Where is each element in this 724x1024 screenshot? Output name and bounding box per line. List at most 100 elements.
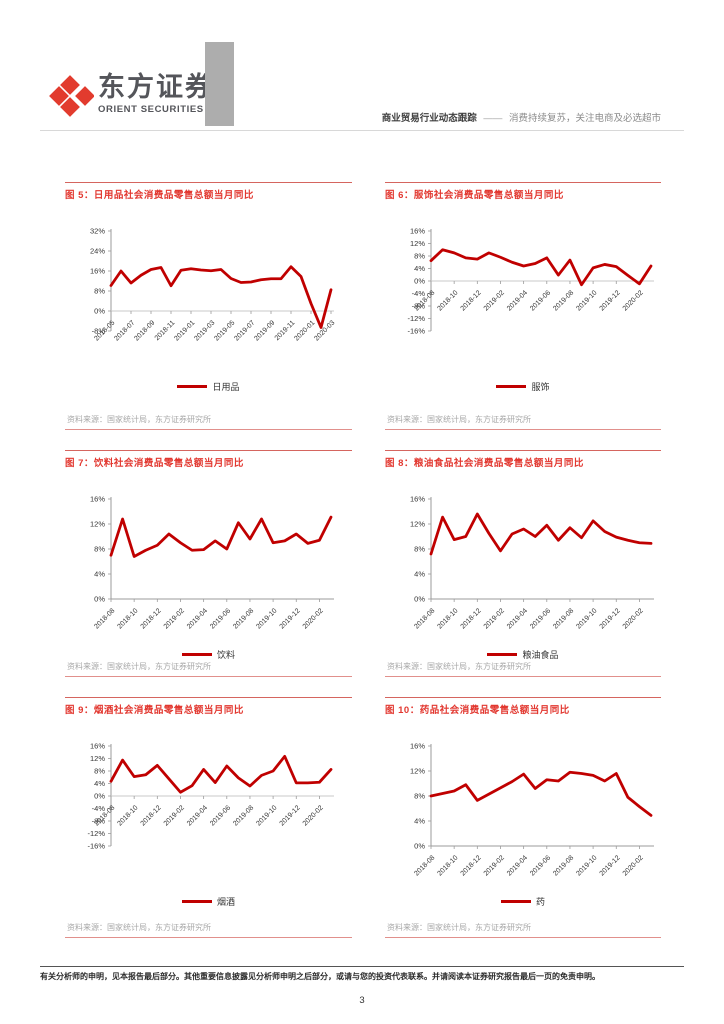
figure-10: 图 10：药品社会消费品零售总额当月同比 16% 12% 8% 4% 0% 2018-08…	[385, 697, 661, 938]
legend-line-swatch	[487, 653, 518, 656]
svg-text:2020-02: 2020-02	[622, 854, 645, 877]
report-subtitle: 消费持续复苏，关注电商及必选超市	[508, 113, 661, 124]
svg-text:12%: 12%	[410, 520, 425, 529]
svg-text:2019-09: 2019-09	[253, 319, 276, 342]
svg-text:0%: 0%	[94, 792, 105, 801]
svg-text:4%: 4%	[94, 779, 105, 788]
svg-text:2019-04: 2019-04	[506, 607, 529, 630]
svg-text:2018-10: 2018-10	[436, 607, 459, 630]
svg-text:2019-08: 2019-08	[552, 289, 575, 312]
svg-text:2019-08: 2019-08	[552, 607, 575, 630]
figure-8: 图 8：粮油食品社会消费品零售总额当月同比 16% 12% 8% 4% 0% 2018-0…	[385, 450, 661, 677]
svg-text:2019-08: 2019-08	[232, 804, 255, 827]
svg-text:-8%: -8%	[412, 302, 426, 311]
figure-10-title: 图 10：药品社会消费品零售总额当月同比	[385, 705, 570, 716]
figure-7-source-note: 资料来源：国家统计局，东方证券研究所	[65, 661, 352, 677]
svg-text:2019-12: 2019-12	[279, 607, 302, 630]
figure-9-legend: 烟酒	[65, 895, 352, 908]
svg-text:2020-01: 2020-01	[293, 319, 316, 342]
svg-text:2019-06: 2019-06	[529, 289, 552, 312]
svg-text:2019-02: 2019-02	[163, 804, 186, 827]
svg-text:8%: 8%	[414, 792, 425, 801]
figure-6-source-note: 资料来源：国家统计局，东方证券研究所	[385, 414, 661, 430]
figure-7: 图 7：饮料社会消费品零售总额当月同比 16% 12% 8% 4% 0% 2018-08 2…	[65, 450, 352, 677]
legend-label: 饮料	[216, 650, 235, 660]
svg-text:2018-08: 2018-08	[413, 854, 436, 877]
svg-text:24%: 24%	[90, 247, 105, 256]
brand-name-en: ORIENT SECURITIES	[98, 104, 204, 115]
svg-text:-16%: -16%	[407, 327, 425, 336]
footer-disclaimer: 有关分析师的申明，见本报告最后部分。其他重要信息披露见分析师申明之后部分，或请与…	[40, 972, 600, 981]
svg-text:2018-08: 2018-08	[413, 607, 436, 630]
svg-text:-12%: -12%	[407, 314, 425, 323]
figure-9: 图 9：烟酒社会消费品零售总额当月同比 16% 12% 8% 4% 0% -4% -8% -1…	[65, 697, 352, 938]
svg-text:2019-03: 2019-03	[193, 319, 216, 342]
svg-text:-16%: -16%	[87, 842, 105, 851]
svg-text:2018-12: 2018-12	[140, 804, 163, 827]
svg-text:8%: 8%	[414, 545, 425, 554]
svg-text:0%: 0%	[94, 595, 105, 604]
brand-name-cn: 东方证券	[98, 72, 214, 102]
figure-6: 图 6：服饰社会消费品零售总额当月同比 16% 12% 8% 4% 0% -4% -8% -1…	[385, 182, 661, 430]
svg-text:8%: 8%	[94, 545, 105, 554]
svg-text:2019-10: 2019-10	[575, 854, 598, 877]
figure-5-source-note: 资料来源：国家统计局，东方证券研究所	[65, 414, 352, 430]
figure-5-line-chart: 32% 24% 16% 8% 0% -8% 2018-05 2018-07 2018-09 201…	[65, 225, 352, 380]
svg-text:2019-01: 2019-01	[173, 319, 196, 342]
svg-text:2018-08: 2018-08	[93, 607, 116, 630]
figure-7-title: 图 7：饮料社会消费品零售总额当月同比	[65, 458, 244, 469]
svg-text:8%: 8%	[414, 252, 425, 261]
svg-text:2018-10: 2018-10	[436, 854, 459, 877]
svg-text:2018-10: 2018-10	[436, 289, 459, 312]
svg-text:-8%: -8%	[92, 327, 106, 336]
svg-text:2019-10: 2019-10	[255, 607, 278, 630]
svg-text:2018-10: 2018-10	[116, 804, 139, 827]
report-type: 商业贸易行业动态跟踪	[381, 113, 477, 124]
svg-text:2019-04: 2019-04	[186, 804, 209, 827]
svg-text:12%: 12%	[410, 239, 425, 248]
figure-7-legend: 饮料	[65, 648, 352, 661]
svg-text:2019-02: 2019-02	[483, 289, 506, 312]
svg-text:2019-10: 2019-10	[255, 804, 278, 827]
figure-10-source-note: 资料来源：国家统计局，东方证券研究所	[385, 922, 661, 938]
svg-text:-4%: -4%	[92, 804, 106, 813]
orient-securities-logo-icon	[49, 75, 94, 117]
figure-8-line-chart: 16% 12% 8% 4% 0% 2018-08 2018-10 2018-12 2019-02…	[385, 493, 661, 648]
report-separator: ——	[483, 113, 503, 124]
svg-text:2018-12: 2018-12	[460, 289, 483, 312]
page-number: 3	[359, 995, 365, 1006]
svg-text:2018-07: 2018-07	[113, 319, 136, 342]
svg-text:2019-06: 2019-06	[209, 804, 232, 827]
svg-text:2019-08: 2019-08	[552, 854, 575, 877]
figure-9-line-chart: 16% 12% 8% 4% 0% -4% -8% -12% -16% 2018-08 2018-10…	[65, 740, 352, 895]
svg-text:12%: 12%	[90, 520, 105, 529]
svg-text:2019-12: 2019-12	[599, 607, 622, 630]
figure-6-title: 图 6：服饰社会消费品零售总额当月同比	[385, 190, 564, 201]
figure-10-line-chart: 16% 12% 8% 4% 0% 2018-08 2018-10 2018-12 2019-02…	[385, 740, 661, 895]
svg-text:-8%: -8%	[92, 817, 106, 826]
svg-text:16%: 16%	[410, 495, 425, 504]
svg-text:2018-12: 2018-12	[140, 607, 163, 630]
figure-5-title: 图 5：日用品社会消费品零售总额当月同比	[65, 190, 254, 201]
figure-7-line-chart: 16% 12% 8% 4% 0% 2018-08 2018-10 2018-12 2019-02…	[65, 493, 352, 648]
footer-divider	[40, 966, 684, 967]
legend-label: 服饰	[531, 382, 550, 392]
svg-text:16%: 16%	[90, 267, 105, 276]
svg-text:32%: 32%	[90, 227, 105, 236]
svg-text:0%: 0%	[414, 595, 425, 604]
svg-text:0%: 0%	[414, 277, 425, 286]
legend-line-swatch	[500, 900, 531, 903]
svg-text:12%: 12%	[410, 767, 425, 776]
svg-text:4%: 4%	[414, 817, 425, 826]
svg-text:2020-02: 2020-02	[622, 289, 645, 312]
svg-text:2019-06: 2019-06	[209, 607, 232, 630]
svg-text:2020-02: 2020-02	[302, 607, 325, 630]
header-report-line: 商业贸易行业动态跟踪 —— 消费持续复苏，关注电商及必选超市	[382, 110, 661, 124]
svg-text:0%: 0%	[94, 307, 105, 316]
svg-text:4%: 4%	[414, 264, 425, 273]
svg-text:0%: 0%	[414, 842, 425, 851]
figure-6-line-chart: 16% 12% 8% 4% 0% -4% -8% -12% -16% 2018-08 2018-10…	[385, 225, 661, 380]
svg-text:2019-04: 2019-04	[506, 854, 529, 877]
legend-line-swatch	[181, 900, 212, 903]
svg-text:2019-04: 2019-04	[506, 289, 529, 312]
